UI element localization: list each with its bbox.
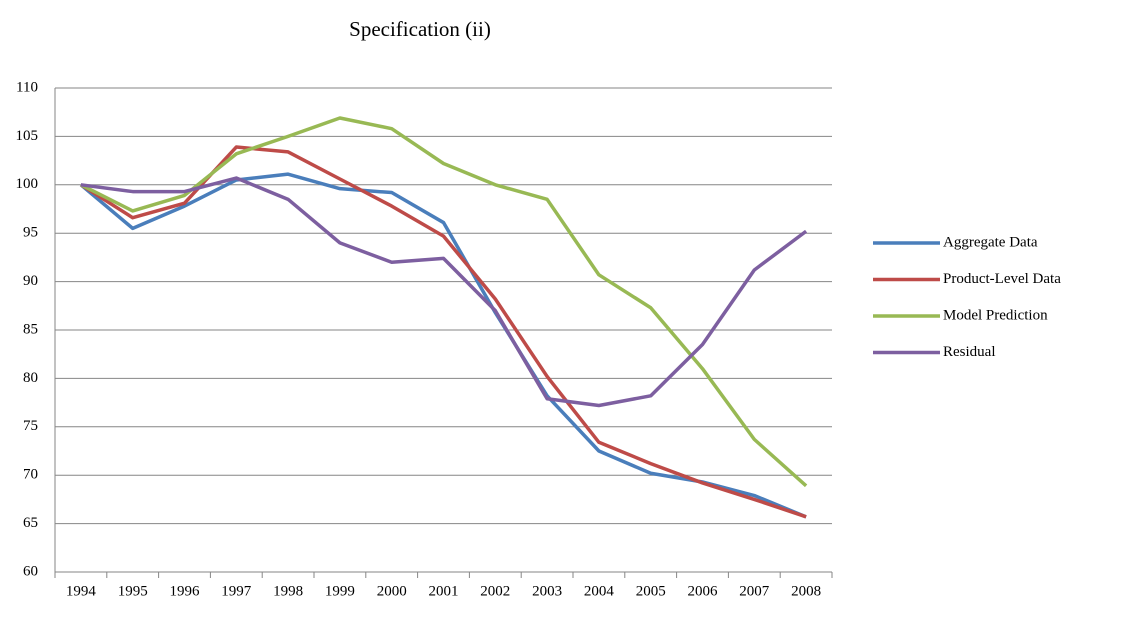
x-tick-label: 1994 [66, 583, 97, 599]
series-line [80, 116, 808, 488]
x-tick-label: 2007 [739, 583, 770, 599]
x-tick-label: 2004 [584, 583, 615, 599]
x-tick-label: 2005 [636, 583, 666, 599]
legend-label: Residual [943, 344, 996, 360]
x-tick-label: 1998 [273, 583, 303, 599]
x-tick-label: 1996 [170, 583, 201, 599]
x-tick-label: 2003 [532, 583, 562, 599]
y-tick-label: 75 [23, 418, 38, 434]
series-line [79, 172, 807, 519]
x-tick-label: 1999 [325, 583, 355, 599]
x-tick-label: 2002 [480, 583, 510, 599]
x-tick-label: 1997 [221, 583, 252, 599]
x-tick-label: 2008 [791, 583, 821, 599]
x-tick-label: 1995 [118, 583, 148, 599]
series-line [79, 145, 807, 519]
legend-label: Aggregate Data [943, 234, 1038, 250]
y-tick-label: 110 [16, 79, 38, 95]
legend-label: Model Prediction [943, 307, 1048, 323]
series-line [80, 176, 808, 408]
y-tick-label: 90 [23, 273, 38, 289]
y-tick-label: 105 [16, 128, 39, 144]
y-tick-label: 85 [23, 321, 38, 337]
x-tick-label: 2001 [429, 583, 459, 599]
x-tick-label: 2000 [377, 583, 407, 599]
y-tick-label: 80 [23, 370, 38, 386]
y-tick-label: 60 [23, 563, 38, 579]
y-tick-label: 70 [23, 467, 38, 483]
chart-title: Specification (ii) [349, 17, 491, 41]
y-tick-label: 65 [23, 515, 38, 531]
y-tick-label: 100 [16, 176, 39, 192]
legend-label: Product-Level Data [943, 271, 1061, 287]
y-tick-label: 95 [23, 225, 38, 241]
x-tick-label: 2006 [688, 583, 719, 599]
